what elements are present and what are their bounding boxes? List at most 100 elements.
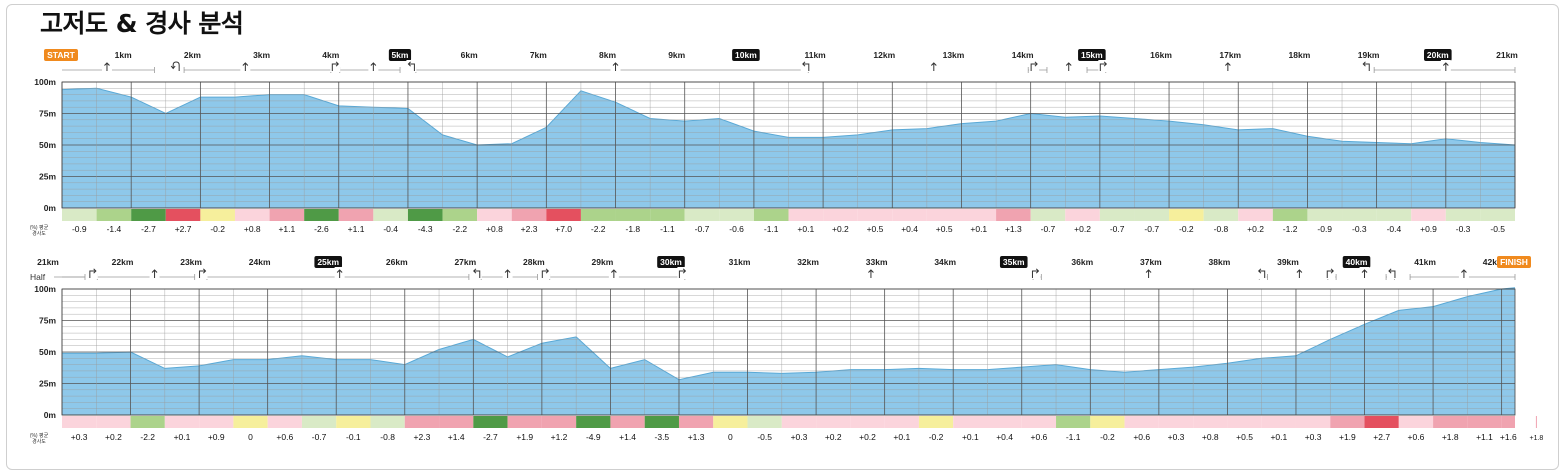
- grade-label: +2.3: [521, 224, 538, 234]
- plot-border: [61, 81, 1516, 209]
- grade-label: +0.1: [174, 432, 191, 442]
- grade-label: +0.8: [1202, 432, 1219, 442]
- elevation-line: [62, 287, 1516, 381]
- grade-label: 0: [728, 432, 733, 442]
- y-tick-label: 0m: [44, 410, 57, 420]
- grade-label: -0.5: [1490, 224, 1505, 234]
- grade-label: +0.9: [208, 432, 225, 442]
- grade-bar: [473, 416, 508, 428]
- grade-bar: [1480, 209, 1515, 221]
- straight-arrow-icon: [151, 269, 158, 278]
- km-label: 17km: [1219, 50, 1241, 60]
- grade-label: -0.7: [312, 432, 327, 442]
- grade-bar: [850, 416, 885, 428]
- km-label: 18km: [1289, 50, 1311, 60]
- grade-label: +0.3: [791, 432, 808, 442]
- grade-bar: [130, 416, 165, 428]
- grade-label: +2.3: [414, 432, 431, 442]
- grade-bar: [1193, 416, 1228, 428]
- grade-bar: [823, 209, 858, 221]
- grade-bar: [442, 209, 478, 221]
- grade-bar: [684, 209, 720, 221]
- km-badge: [388, 49, 412, 61]
- grade-label: +0.2: [1074, 224, 1091, 234]
- grade-bar: [576, 416, 611, 428]
- km-label: 11km: [804, 50, 826, 60]
- grade-bar: [1158, 416, 1194, 428]
- turn-right-icon: [1326, 268, 1334, 278]
- grade-bar: [164, 416, 200, 428]
- turn-icon-bg: [1361, 60, 1372, 72]
- turn-right-icon: [89, 268, 97, 278]
- turn-right-icon: [1031, 268, 1040, 278]
- grade-bar: [96, 416, 131, 428]
- grade-bar: [747, 416, 782, 428]
- grade-bar: [370, 416, 405, 428]
- grade-label: -1.4: [107, 224, 122, 234]
- grade-label: +1.2: [551, 432, 568, 442]
- km-label: 9km: [668, 50, 685, 60]
- grade-label: +1.9: [516, 432, 533, 442]
- km-label: 10km: [735, 50, 757, 60]
- grade-bar: [1342, 209, 1377, 221]
- grade-label: +2.7: [175, 224, 192, 234]
- start-finish-badge: [44, 49, 78, 61]
- y-tick-label: 100m: [34, 284, 56, 294]
- grade-bar: [267, 416, 302, 428]
- grade-bar: [1227, 416, 1262, 428]
- km-label: 29km: [592, 257, 614, 267]
- grade-label: -0.8: [1214, 224, 1229, 234]
- km-label: 4km: [322, 50, 339, 60]
- grade-label: +0.2: [859, 432, 876, 442]
- elevation-panel-second-half: 0m 25m 50m 75m 100m 21km 22km 23km 24km 25km 26km 2…: [30, 256, 1543, 445]
- grade-label: -2.2: [140, 432, 155, 442]
- km-label: 38km: [1209, 257, 1231, 267]
- grade-label: +0.1: [797, 224, 814, 234]
- grade-bar: [1364, 416, 1399, 428]
- km-label: 12km: [873, 50, 895, 60]
- grade-label: +0.2: [832, 224, 849, 234]
- grade-bar: [644, 416, 679, 428]
- km-label: 8km: [599, 50, 616, 60]
- km-label: 14km: [1012, 50, 1034, 60]
- grade-bar: [234, 209, 270, 221]
- straight-arrow-icon: [1225, 62, 1231, 71]
- grade-label: +0.8: [486, 224, 503, 234]
- straight-arrow-icon: [1145, 269, 1152, 278]
- grade-label: +0.2: [105, 432, 122, 442]
- grade-bar: [269, 209, 305, 221]
- grade-label: +0.6: [276, 432, 293, 442]
- grade-caption: 경사도: [32, 230, 46, 237]
- grade-bar: [336, 416, 371, 428]
- grade-bar: [1501, 416, 1515, 428]
- km-label: 13km: [943, 50, 965, 60]
- plot-border: [61, 288, 1516, 416]
- km-label: 32km: [797, 257, 819, 267]
- grade-bar: [918, 416, 954, 428]
- turn-icon-bg: [197, 267, 208, 279]
- y-tick-label: 25m: [39, 172, 56, 182]
- grade-label: +0.2: [825, 432, 842, 442]
- grade-bar: [541, 416, 577, 428]
- grade-label: +1.8: [1442, 432, 1459, 442]
- grade-label: +0.3: [71, 432, 88, 442]
- grade-label: -0.4: [383, 224, 398, 234]
- straight-arrow-icon: [1442, 62, 1449, 71]
- km-label: 25km: [317, 257, 339, 267]
- grade-label: +1.3: [688, 432, 705, 442]
- grade-bar: [1030, 209, 1066, 221]
- km-label: 2km: [184, 50, 201, 60]
- km-label: 3km: [253, 50, 270, 60]
- km-label: 42km: [1483, 257, 1505, 267]
- grade-bar: [199, 416, 234, 428]
- turn-icon-bg: [1325, 267, 1336, 279]
- km-label: 35km: [1003, 257, 1025, 267]
- grade-label: +0.1: [962, 432, 979, 442]
- grade-bar: [1056, 416, 1091, 428]
- grade-label: +0.5: [936, 224, 953, 234]
- grade-label: +1.8: [1529, 435, 1543, 442]
- grade-bar: [1330, 416, 1365, 428]
- grade-label: +0.1: [970, 224, 987, 234]
- grade-bar: [1134, 209, 1170, 221]
- grade-label: +0.3: [1305, 432, 1322, 442]
